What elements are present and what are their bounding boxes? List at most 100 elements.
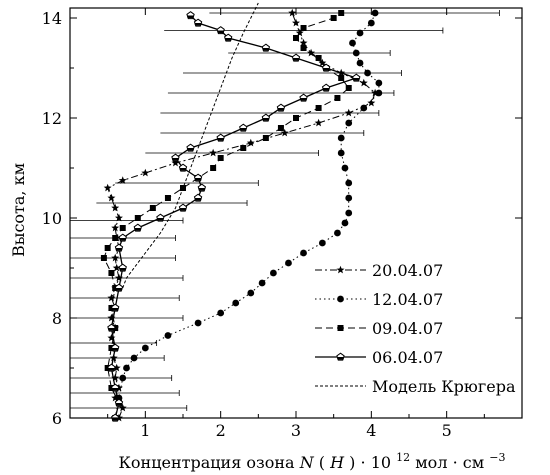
data-point-circle (367, 19, 375, 27)
data-point-pentagon (111, 383, 120, 392)
data-point-pentagon-fill (115, 403, 123, 406)
data-point-pentagon (156, 213, 165, 222)
data-point-pentagon (321, 63, 331, 72)
data-point-circle (356, 29, 364, 37)
legend-label: Модель Крюгера (372, 377, 516, 396)
data-point-pentagon (224, 33, 233, 42)
data-point-pentagon (291, 53, 301, 62)
data-point-pentagon (114, 398, 124, 407)
data-point-pentagon (216, 133, 225, 142)
x-tick-label: 4 (366, 421, 376, 440)
data-point-circle (270, 269, 277, 277)
data-point-square (330, 15, 337, 21)
legend-label: 12.04.07 (372, 290, 443, 309)
data-point-pentagon-fill (194, 23, 202, 26)
x-tick-label: 5 (442, 421, 452, 440)
series-line (122, 2, 259, 289)
legend: 20.04.07 12.04.07 09.04.07 06.04.07 Модель К… (315, 261, 516, 396)
legend-label: 20.04.07 (372, 261, 443, 280)
data-point-pentagon (178, 203, 188, 212)
data-point-circle (164, 332, 172, 339)
data-point-square (108, 345, 115, 351)
data-point-pentagon-fill (179, 208, 187, 211)
data-point-pentagon (114, 283, 124, 292)
data-point-pentagon-fill (262, 48, 270, 51)
legend-label: 09.04.07 (372, 319, 443, 338)
data-point-square (100, 255, 107, 261)
data-point-pentagon-fill (186, 148, 195, 151)
data-point-circle (141, 344, 149, 352)
data-point-star (344, 108, 353, 117)
data-point-square (149, 205, 156, 211)
data-point-circle (123, 364, 130, 372)
data-point-pentagon-fill (119, 238, 127, 241)
series-09.04.07 (100, 10, 352, 421)
data-point-pentagon (186, 143, 195, 152)
data-point-circle (318, 239, 326, 247)
data-point-square (300, 25, 307, 31)
data-point-pentagon-fill (171, 158, 180, 161)
data-point-pentagon (197, 183, 207, 192)
data-point-square (300, 45, 307, 51)
data-point-circle (337, 295, 344, 303)
data-point-circle (341, 164, 349, 172)
data-point-circle (247, 289, 255, 297)
data-point-circle (349, 39, 356, 47)
data-point-pentagon (118, 263, 127, 272)
data-point-pentagon-fill (198, 188, 206, 191)
x-axis-label-times: · 10 (361, 453, 392, 472)
series-line (107, 12, 376, 419)
data-point-star (111, 373, 120, 382)
data-point-pentagon (193, 173, 203, 182)
data-point-square (338, 10, 345, 16)
data-point-circle (345, 179, 353, 187)
data-point-pentagon-fill (186, 15, 195, 19)
data-point-pentagon (321, 83, 331, 92)
data-point-pentagon (352, 73, 361, 82)
data-point-pentagon-fill (107, 328, 116, 331)
data-point-star (314, 118, 323, 127)
data-point-star (111, 393, 120, 402)
data-point-circle (375, 79, 383, 87)
data-point-circle (258, 279, 266, 287)
series-12.04.07 (111, 9, 383, 422)
data-point-square (108, 270, 115, 276)
data-point-star (299, 38, 308, 47)
data-point-pentagon (261, 43, 271, 52)
data-point-pentagon-fill (107, 368, 116, 371)
error-bars (70, 10, 500, 411)
data-point-star (371, 88, 380, 97)
data-point-square (293, 115, 299, 121)
x-axis-label-exp: 12 (396, 451, 410, 464)
legend-label: 06.04.07 (372, 348, 443, 367)
data-point-pentagon-fill (217, 138, 225, 141)
data-point-pentagon (171, 153, 180, 162)
data-point-star (367, 98, 376, 107)
legend-item: 20.04.07 (315, 261, 443, 280)
data-point-square (262, 135, 269, 141)
data-point-pentagon (336, 352, 345, 361)
data-point-circle (345, 209, 353, 217)
x-axis-label-prefix: Концентрация озона (119, 453, 300, 472)
data-point-pentagon-fill (262, 118, 270, 121)
x-axis-label-h: H (329, 453, 345, 472)
data-point-pentagon-fill (239, 128, 247, 131)
data-point-square (104, 365, 111, 371)
data-point-square (345, 85, 352, 91)
data-point-star (141, 168, 150, 177)
legend-item: Модель Крюгера (315, 377, 516, 396)
data-point-circle (232, 299, 240, 307)
data-point-star (107, 293, 116, 302)
y-tick-label: 12 (42, 109, 62, 128)
y-tick-label: 14 (42, 9, 62, 28)
data-point-circle (345, 119, 353, 127)
data-point-square (112, 325, 119, 331)
data-point-pentagon-fill (336, 357, 345, 360)
data-point-square (277, 125, 284, 131)
data-point-square (293, 35, 299, 41)
data-point-circle (285, 259, 292, 267)
data-point-pentagon-fill (119, 268, 127, 271)
data-point-pentagon-fill (224, 38, 232, 41)
data-point-star (111, 223, 120, 232)
